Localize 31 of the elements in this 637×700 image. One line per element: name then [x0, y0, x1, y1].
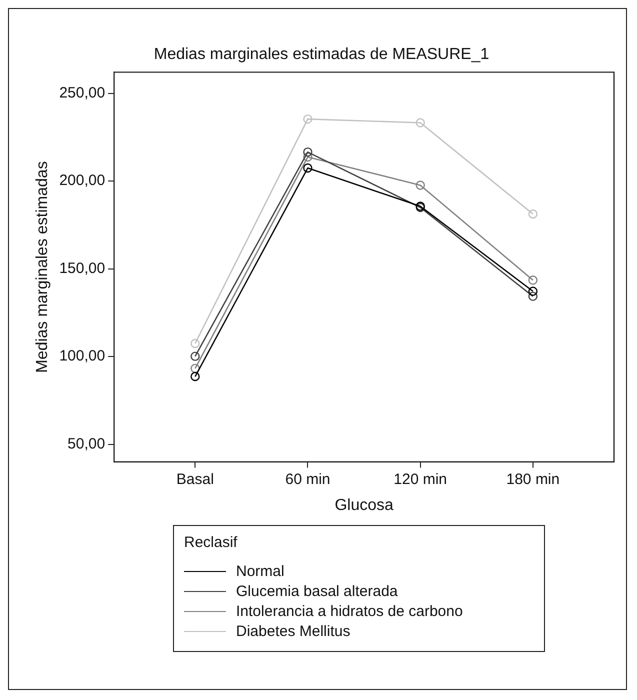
point [190, 352, 200, 361]
x-tick-label: 120 min [394, 470, 448, 488]
y-tick-label: 200,00 [59, 172, 106, 190]
point [190, 338, 200, 348]
y-tick-label: 100,00 [59, 348, 106, 365]
point [303, 147, 312, 157]
legend-label: Glucemia basal alterada [236, 582, 398, 600]
point [303, 114, 312, 124]
point [416, 180, 425, 190]
x-tick-label: 180 min [506, 470, 560, 488]
x-axis-title: Glucosa [334, 496, 394, 514]
point [190, 372, 200, 382]
chart-title: Medias marginales estimadas de MEASURE_1 [154, 46, 490, 64]
legend-title: Reclasif [184, 534, 238, 551]
y-tick-label: 250,00 [59, 84, 106, 102]
point [190, 364, 200, 374]
point [528, 209, 538, 219]
legend-label: Normal [236, 562, 284, 580]
point [416, 118, 425, 128]
legend-label: Diabetes Mellitus [236, 622, 350, 640]
legend-label: Intolerancia a hidratos de carbono [236, 602, 463, 620]
y-axis-title: Medias marginales estimadas [34, 161, 52, 373]
y-tick-label: 150,00 [59, 260, 106, 277]
point [528, 276, 538, 285]
point [303, 152, 312, 162]
point [528, 292, 538, 301]
x-tick-label: Basal [176, 470, 214, 488]
point [303, 163, 312, 173]
x-tick-label: 60 min [285, 470, 330, 488]
y-tick-label: 50,00 [68, 435, 106, 452]
point [528, 286, 538, 296]
